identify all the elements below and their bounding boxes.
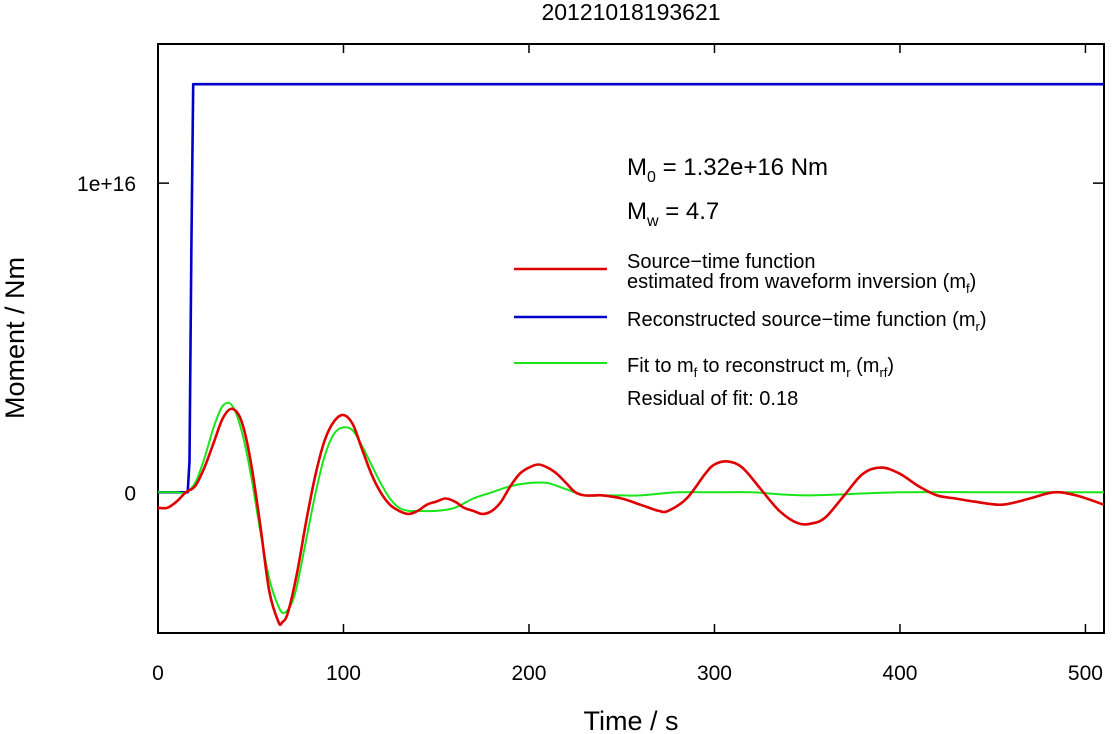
- series-line-mrf: [158, 401, 1104, 615]
- legend-subscript: f: [966, 281, 970, 296]
- annotation-mw: Mw = 4.7: [627, 198, 719, 230]
- legend-text: (m: [851, 355, 880, 377]
- series-line-mf: [157, 407, 1105, 627]
- legend-text: ): [887, 355, 894, 377]
- y-axis-label: Moment / Nm: [0, 257, 30, 419]
- mw-value: = 4.7: [659, 198, 720, 225]
- x-tick-label: 200: [511, 662, 546, 685]
- mw-symbol: M: [627, 198, 647, 225]
- legend-text: ): [980, 309, 987, 331]
- legend-text: Reconstructed source−time function (m: [627, 309, 976, 331]
- mw-subscript: w: [646, 213, 659, 230]
- legend-label-mf: Source−time function: [627, 251, 815, 273]
- legend-label-mf: estimated from waveform inversion (mf): [627, 271, 976, 296]
- legend-label-mrf: Fit to mf to reconstruct mr (mrf): [627, 355, 894, 380]
- x-tick-label: 400: [882, 662, 917, 685]
- svg-text:Mw = 4.7: Mw = 4.7: [627, 198, 719, 230]
- residual-label: Residual of fit: 0.18: [627, 388, 798, 410]
- x-tick-label: 100: [326, 662, 361, 685]
- x-axis-label: Time / s: [583, 706, 678, 734]
- legend-text: ): [970, 271, 977, 293]
- legend-label-mr: Reconstructed source−time function (mr): [627, 309, 987, 334]
- y-tick-label: 1e+16: [77, 173, 136, 196]
- plot-frame: [157, 43, 1105, 634]
- legend-text: Fit to m: [627, 355, 694, 377]
- axis-ticks: 0 100 200 300 400 500 0 1e+16: [77, 44, 1104, 685]
- legend-subscript: r: [976, 319, 981, 334]
- plot-area: [157, 43, 1105, 634]
- legend-subscript: rf: [879, 365, 887, 380]
- legend-subscript: f: [694, 365, 698, 380]
- legend-text: Source−time function: [627, 251, 815, 273]
- x-tick-label: 300: [697, 662, 732, 685]
- chart-title: 20121018193621: [541, 0, 720, 25]
- legend-text: estimated from waveform inversion (m: [627, 271, 966, 293]
- m0-subscript: 0: [647, 169, 656, 186]
- y-tick-label: 0: [124, 482, 136, 505]
- legend-subscript: r: [846, 365, 851, 380]
- m0-symbol: M: [627, 154, 647, 181]
- x-tick-label: 0: [152, 662, 164, 685]
- x-tick-label: 500: [1068, 662, 1103, 685]
- legend-text: to reconstruct m: [697, 355, 846, 377]
- svg-text:M0 = 1.32e+16 Nm: M0 = 1.32e+16 Nm: [627, 154, 828, 186]
- series-layer: [157, 82, 1105, 627]
- annotation-m0: M0 = 1.32e+16 Nm: [627, 154, 828, 186]
- m0-value: = 1.32e+16 Nm: [656, 154, 828, 181]
